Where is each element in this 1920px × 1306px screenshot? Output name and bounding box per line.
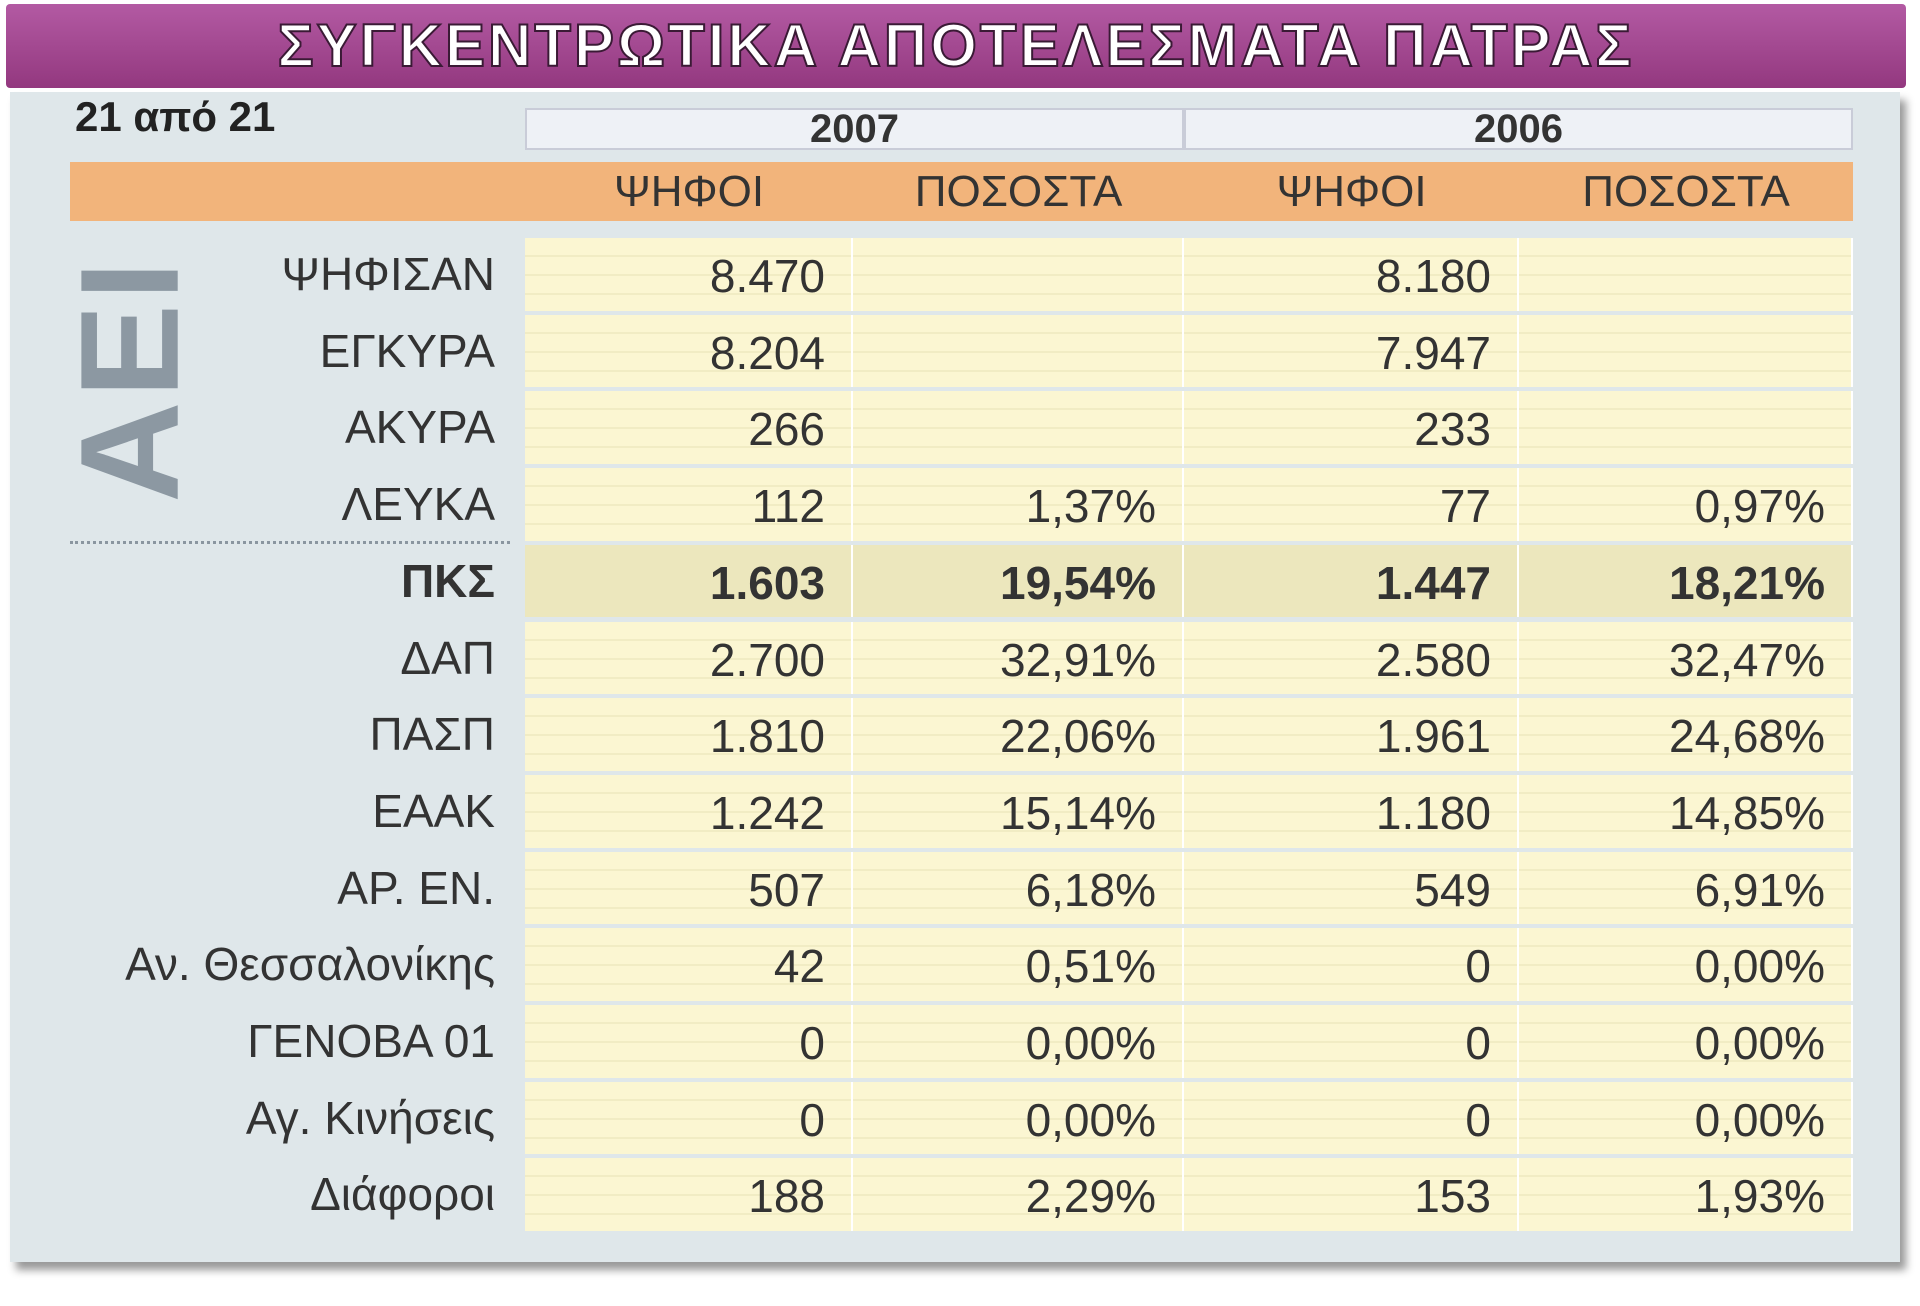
- row-label: ΛΕΥΚΑ: [341, 478, 495, 531]
- cell: 112: [525, 468, 853, 541]
- cell: 8.470: [525, 238, 853, 311]
- cell: 0: [1184, 1005, 1519, 1078]
- cell: 8.204: [525, 314, 853, 388]
- cell: 507: [525, 851, 853, 925]
- row-label: ΑΡ. ΕΝ.: [337, 861, 495, 914]
- cell: 0,00%: [1519, 1081, 1853, 1155]
- cell: 0: [525, 1081, 853, 1155]
- cell: 32,47%: [1519, 621, 1853, 695]
- column-header: ΨΗΦΟΙ: [525, 162, 853, 221]
- separator: [70, 540, 510, 544]
- cell: 2.580: [1184, 621, 1519, 695]
- cell: 1.603: [525, 544, 853, 618]
- subtitle: 21 από 21: [75, 93, 276, 140]
- cell: 2.700: [525, 621, 853, 695]
- cell: 1,37%: [853, 468, 1184, 541]
- row-label: ΠΚΣ: [400, 554, 495, 607]
- cell: 1.242: [525, 774, 853, 848]
- cell: 0,00%: [1519, 1005, 1853, 1078]
- cell: [853, 391, 1184, 465]
- row-label: ΕΑΑΚ: [372, 784, 495, 837]
- cell: 2,29%: [853, 1158, 1184, 1232]
- row-label: ΠΑΣΠ: [369, 708, 495, 761]
- cell: 14,85%: [1519, 774, 1853, 848]
- cell: [1519, 391, 1853, 465]
- cell: 0: [525, 1005, 853, 1078]
- cell: 0: [1184, 1081, 1519, 1155]
- cell: 42: [525, 928, 853, 1001]
- year-header: 2007: [525, 108, 1184, 150]
- year-header: 2006: [1184, 108, 1853, 150]
- cell: [853, 314, 1184, 388]
- cell: 32,91%: [853, 621, 1184, 695]
- cell: 1.180: [1184, 774, 1519, 848]
- cell: 0,00%: [1519, 928, 1853, 1001]
- cell: 77: [1184, 468, 1519, 541]
- column-header: ΠΟΣΟΣΤΑ: [1519, 162, 1853, 221]
- row-label: ΕΓΚΥΡΑ: [319, 324, 495, 377]
- row-label: Αν. Θεσσαλονίκης: [125, 938, 495, 991]
- cell: 153: [1184, 1158, 1519, 1232]
- row-label: ΓΕΝΟΒΑ 01: [247, 1015, 495, 1067]
- cell: [1519, 238, 1853, 311]
- cell: 1,93%: [1519, 1158, 1853, 1232]
- cell: [1519, 314, 1853, 388]
- cell: 233: [1184, 391, 1519, 465]
- column-header: ΠΟΣΟΣΤΑ: [853, 162, 1184, 221]
- cell: 1.810: [525, 698, 853, 771]
- column-header: ΨΗΦΟΙ: [1184, 162, 1519, 221]
- cell: 19,54%: [853, 544, 1184, 618]
- cell: 1.447: [1184, 544, 1519, 618]
- cell: 6,91%: [1519, 851, 1853, 925]
- row-label: Αγ. Κινήσεις: [245, 1091, 495, 1144]
- cell: 15,14%: [853, 774, 1184, 848]
- cell: 0,00%: [853, 1081, 1184, 1155]
- cell: 7.947: [1184, 314, 1519, 388]
- cell: 6,18%: [853, 851, 1184, 925]
- row-label: ΑΚΥΡΑ: [345, 401, 495, 454]
- cell: 0,97%: [1519, 468, 1853, 541]
- cell: 24,68%: [1519, 698, 1853, 771]
- row-label: Διάφοροι: [310, 1168, 495, 1221]
- header-strip: [70, 162, 525, 221]
- cell: 22,06%: [853, 698, 1184, 771]
- cell: 0: [1184, 928, 1519, 1001]
- cell: 18,21%: [1519, 544, 1853, 618]
- cell: 8.180: [1184, 238, 1519, 311]
- cell: [853, 238, 1184, 311]
- cell: 0,51%: [853, 928, 1184, 1001]
- cell: 549: [1184, 851, 1519, 925]
- cell: 188: [525, 1158, 853, 1232]
- title: ΣΥΓΚΕΝΤΡΩΤΙΚΑ ΑΠΟΤΕΛΕΣΜΑΤΑ ΠΑΤΡΑΣ: [6, 4, 1906, 88]
- cell: 1.961: [1184, 698, 1519, 771]
- row-label: ΔΑΠ: [400, 631, 495, 684]
- cell: 0,00%: [853, 1005, 1184, 1078]
- row-label: ΨΗΦΙΣΑΝ: [281, 248, 495, 300]
- cell: 266: [525, 391, 853, 465]
